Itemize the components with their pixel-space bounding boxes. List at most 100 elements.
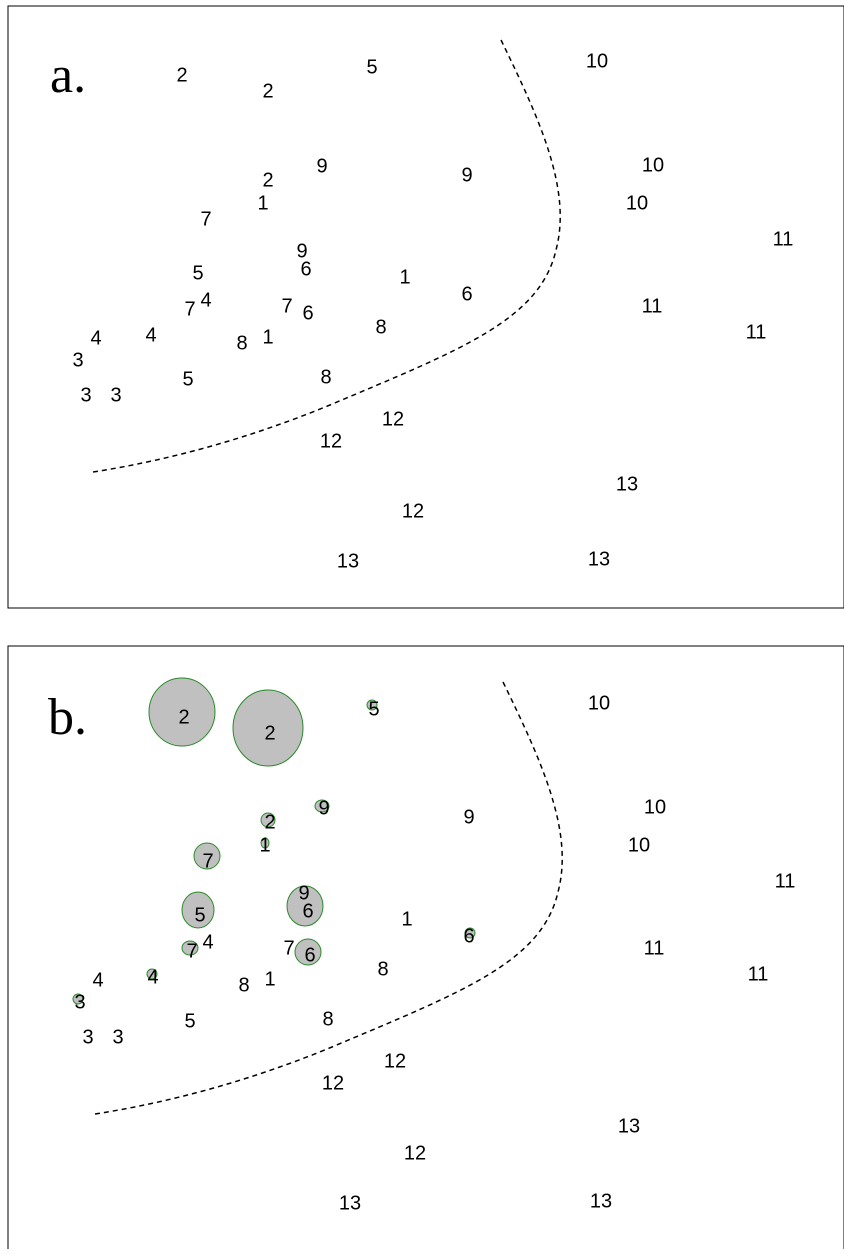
point-label: 2 <box>264 811 275 833</box>
highlight-circle <box>314 799 330 813</box>
point-label: 12 <box>320 430 342 452</box>
point-label: 5 <box>368 698 379 720</box>
point-label: 4 <box>202 931 213 953</box>
point-label: 11 <box>775 870 796 892</box>
point-label: 1 <box>262 326 273 348</box>
panel-label: b. <box>48 689 87 746</box>
point-label: 12 <box>322 1072 344 1094</box>
panel-frame <box>7 645 844 1254</box>
point-label: 6 <box>304 944 315 966</box>
point-label: 9 <box>316 155 327 177</box>
highlight-circle <box>148 677 216 747</box>
point-label: 1 <box>264 968 275 990</box>
point-label: 6 <box>461 283 472 305</box>
point-label: 6 <box>302 302 313 324</box>
point-label: 3 <box>74 991 85 1013</box>
point-label: 10 <box>644 796 666 818</box>
highlight-circle <box>286 885 324 927</box>
panel-frame <box>7 5 844 609</box>
point-label: 9 <box>318 797 329 819</box>
point-label: 13 <box>337 550 359 572</box>
point-label: 13 <box>588 548 610 570</box>
point-label: 8 <box>375 316 386 338</box>
point-label: 12 <box>404 1142 426 1164</box>
point-label: 5 <box>192 262 203 284</box>
point-label: 6 <box>463 925 474 947</box>
point-label: 7 <box>281 295 292 317</box>
point-label: 2 <box>262 80 273 102</box>
boundary-curve <box>94 681 563 1115</box>
point-label: 7 <box>184 298 195 320</box>
point-label: 11 <box>773 228 794 250</box>
point-label: 13 <box>618 1115 640 1137</box>
point-label: 5 <box>366 56 377 78</box>
point-label: 8 <box>377 958 388 980</box>
point-label: 2 <box>264 722 275 744</box>
point-label: 13 <box>339 1192 361 1214</box>
highlight-circle <box>181 940 199 956</box>
point-label: 5 <box>182 368 193 390</box>
highlight-circle <box>72 993 84 1005</box>
point-label: 8 <box>236 332 247 354</box>
point-label: 12 <box>382 408 404 430</box>
point-label: 1 <box>399 266 410 288</box>
point-label: 11 <box>746 321 767 343</box>
point-label: 2 <box>176 64 187 86</box>
point-label: 10 <box>642 154 664 176</box>
point-label: 1 <box>259 834 270 856</box>
point-label: 9 <box>298 882 309 904</box>
point-label: 11 <box>748 963 769 985</box>
point-label: 13 <box>616 473 638 495</box>
panel-label: a. <box>50 47 86 104</box>
highlight-circle <box>464 927 476 939</box>
highlight-circle <box>232 689 304 767</box>
point-label: 2 <box>178 706 189 728</box>
point-label: 6 <box>300 258 311 280</box>
point-label: 7 <box>186 940 197 962</box>
point-label: 10 <box>626 192 648 214</box>
point-label: 11 <box>644 937 665 959</box>
point-label: 4 <box>145 324 156 346</box>
point-label: 3 <box>82 1026 93 1048</box>
point-label: 13 <box>590 1190 612 1212</box>
point-label: 7 <box>283 937 294 959</box>
point-label: 9 <box>463 806 474 828</box>
point-label: 4 <box>147 966 158 988</box>
point-label: 4 <box>200 289 211 311</box>
point-label: 11 <box>642 295 663 317</box>
point-label: 6 <box>302 900 313 922</box>
boundary-curve <box>92 39 561 473</box>
point-label: 9 <box>461 164 472 186</box>
highlight-circle <box>260 812 276 828</box>
point-label: 3 <box>110 384 121 406</box>
point-label: 12 <box>384 1050 406 1072</box>
highlight-circle <box>366 699 378 711</box>
highlight-circle <box>146 968 158 980</box>
highlight-circle <box>181 891 215 929</box>
point-label: 4 <box>90 327 101 349</box>
point-label: 4 <box>92 969 103 991</box>
highlight-circle <box>260 837 270 849</box>
point-label: 3 <box>80 384 91 406</box>
point-label: 2 <box>262 169 273 191</box>
point-label: 9 <box>296 240 307 262</box>
point-label: 1 <box>257 192 268 214</box>
point-label: 10 <box>586 50 608 72</box>
point-label: 7 <box>202 850 213 872</box>
point-label: 5 <box>184 1010 195 1032</box>
point-label: 10 <box>588 692 610 714</box>
point-label: 3 <box>72 349 83 371</box>
point-label: 5 <box>194 904 205 926</box>
point-label: 3 <box>112 1026 123 1048</box>
point-label: 1 <box>401 908 412 930</box>
point-label: 7 <box>200 208 211 230</box>
point-label: 12 <box>402 500 424 522</box>
point-label: 8 <box>322 1008 333 1030</box>
point-label: 8 <box>320 366 331 388</box>
point-label: 8 <box>238 974 249 996</box>
point-label: 10 <box>628 834 650 856</box>
